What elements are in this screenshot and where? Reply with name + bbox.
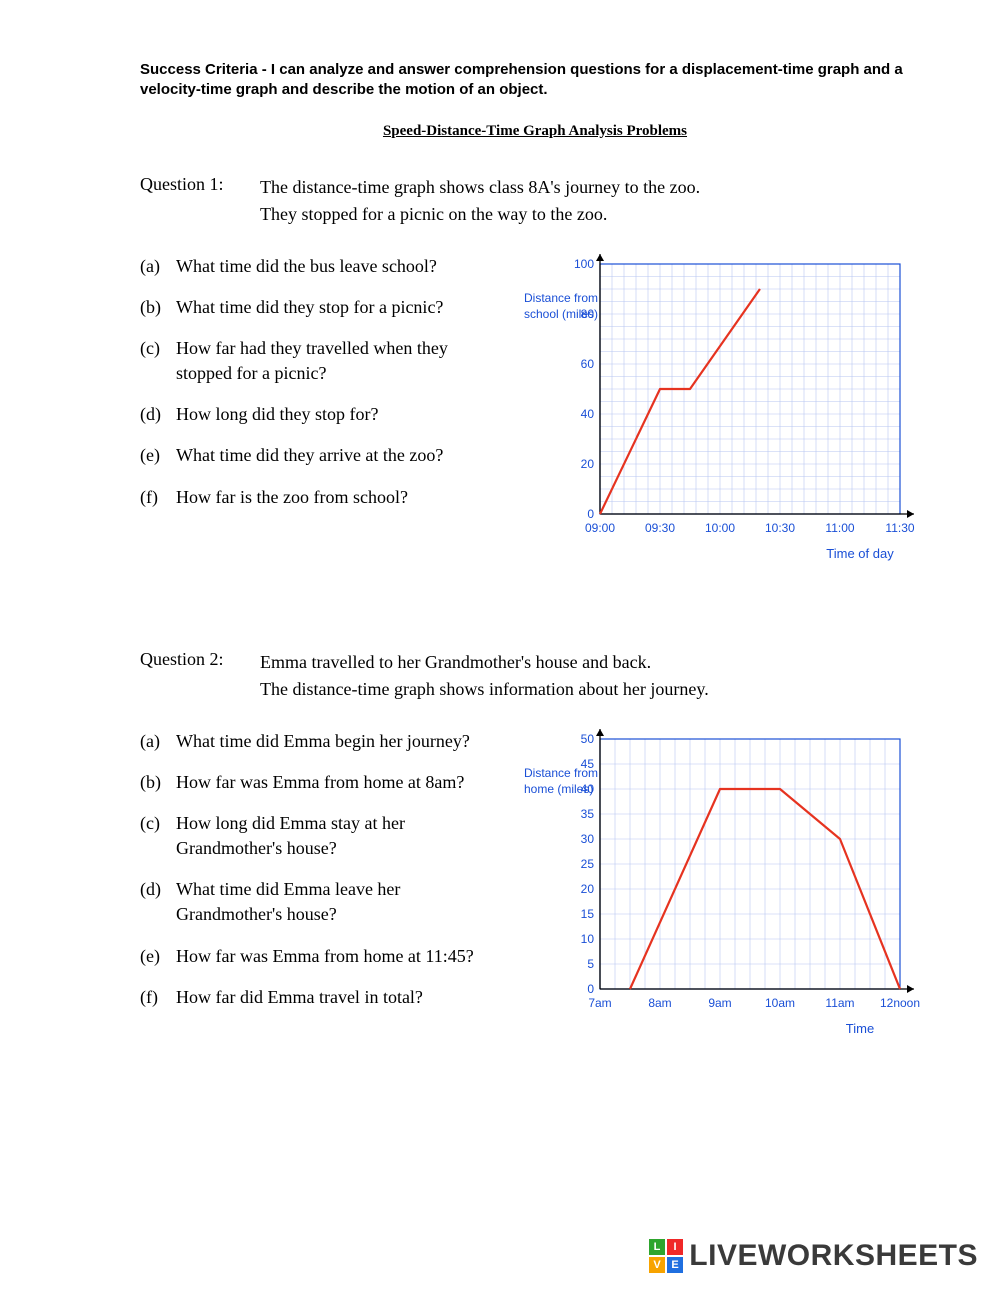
q2-c: How long did Emma stay at her Grandmothe… (176, 811, 480, 861)
q1-f: How far is the zoo from school? (176, 485, 408, 510)
svg-text:10am: 10am (765, 996, 795, 1010)
q2-b: How far was Emma from home at 8am? (176, 770, 464, 795)
liveworksheets-watermark: LIVE LIVEWORKSHEETS (649, 1239, 978, 1273)
svg-text:15: 15 (581, 907, 595, 921)
svg-text:10:30: 10:30 (765, 521, 795, 535)
question-2: Question 2: Emma travelled to her Grandm… (140, 649, 930, 1064)
svg-text:0: 0 (587, 507, 594, 521)
liveworksheets-logo-icon: LIVE (649, 1239, 683, 1273)
svg-text:100: 100 (574, 257, 594, 271)
q2-prompt: Emma travelled to her Grandmother's hous… (260, 649, 709, 703)
q1-b: What time did they stop for a picnic? (176, 295, 443, 320)
q1-chart: 02040608010009:0009:3010:0010:3011:0011:… (500, 254, 930, 584)
q2-number: Question 2: (140, 649, 260, 703)
svg-text:Time: Time (846, 1021, 874, 1036)
q2-subquestions: (a)What time did Emma begin her journey?… (140, 729, 480, 1027)
svg-text:Distance from: Distance from (524, 291, 598, 305)
q2-a: What time did Emma begin her journey? (176, 729, 470, 754)
svg-text:9am: 9am (708, 996, 731, 1010)
svg-text:Time of day: Time of day (826, 546, 894, 561)
q1-number: Question 1: (140, 174, 260, 228)
svg-text:09:30: 09:30 (645, 521, 675, 535)
q1-a: What time did the bus leave school? (176, 254, 437, 279)
q1-d: How long did they stop for? (176, 402, 378, 427)
q2-e: How far was Emma from home at 11:45? (176, 944, 474, 969)
watermark-text: LIVEWORKSHEETS (689, 1239, 978, 1273)
svg-text:60: 60 (581, 357, 595, 371)
svg-text:0: 0 (587, 982, 594, 996)
svg-text:11:30: 11:30 (885, 521, 914, 535)
svg-text:5: 5 (587, 957, 594, 971)
question-1: Question 1: The distance-time graph show… (140, 174, 930, 589)
success-criteria: Success Criteria - I can analyze and ans… (140, 60, 930, 101)
svg-text:11:00: 11:00 (825, 521, 854, 535)
svg-text:50: 50 (581, 732, 595, 746)
svg-text:20: 20 (581, 882, 595, 896)
q2-chart: 051015202530354045507am8am9am10am11am12n… (500, 729, 930, 1059)
svg-text:35: 35 (581, 807, 595, 821)
svg-text:40: 40 (581, 407, 595, 421)
q1-prompt: The distance-time graph shows class 8A's… (260, 174, 700, 228)
svg-text:12noon: 12noon (880, 996, 920, 1010)
svg-text:school (miles): school (miles) (524, 307, 598, 321)
svg-text:7am: 7am (588, 996, 611, 1010)
svg-text:10: 10 (581, 932, 595, 946)
q1-subquestions: (a)What time did the bus leave school? (… (140, 254, 480, 526)
worksheet-subtitle: Speed-Distance-Time Graph Analysis Probl… (140, 123, 930, 140)
q2-f: How far did Emma travel in total? (176, 985, 423, 1010)
svg-text:25: 25 (581, 857, 595, 871)
svg-text:10:00: 10:00 (705, 521, 735, 535)
svg-text:Distance from: Distance from (524, 766, 598, 780)
svg-text:09:00: 09:00 (585, 521, 615, 535)
q2-d: What time did Emma leave her Grandmother… (176, 877, 480, 927)
svg-text:20: 20 (581, 457, 595, 471)
svg-text:home (miles): home (miles) (524, 782, 593, 796)
svg-text:11am: 11am (825, 996, 854, 1010)
q1-e: What time did they arrive at the zoo? (176, 443, 443, 468)
svg-text:8am: 8am (648, 996, 671, 1010)
q1-c: How far had they travelled when they sto… (176, 336, 480, 386)
svg-text:30: 30 (581, 832, 595, 846)
